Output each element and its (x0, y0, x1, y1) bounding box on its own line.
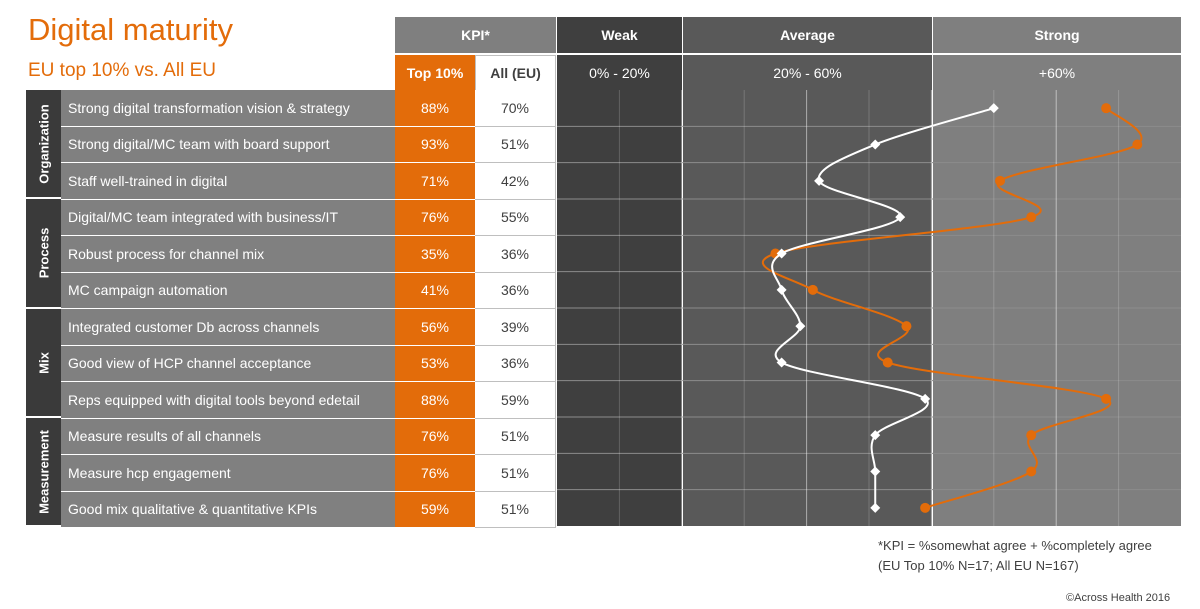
top10-value: 88% (395, 382, 475, 419)
top10-value: 53% (395, 345, 475, 382)
row-label: Robust process for channel mix (61, 236, 395, 273)
top10-value: 76% (395, 199, 475, 236)
group-label: Process (36, 227, 51, 279)
group-label: Organization (36, 103, 51, 184)
top10-value: 88% (395, 90, 475, 127)
data-point (807, 284, 818, 295)
top10-header: Top 10% (395, 55, 475, 91)
data-point (920, 393, 931, 404)
all-eu-value: 42% (475, 163, 556, 200)
maturity-chart (557, 90, 1181, 526)
row-label: Digital/MC team integrated with business… (61, 199, 395, 236)
data-point (870, 502, 881, 513)
data-point (995, 175, 1006, 186)
grid (557, 90, 1181, 526)
footnote-sample: (EU Top 10% N=17; All EU N=167) (878, 558, 1079, 573)
top10-value: 71% (395, 163, 475, 200)
row-label: Measure results of all channels (61, 418, 395, 455)
row-label: Staff well-trained in digital (61, 163, 395, 200)
average-range: 20% - 60% (683, 55, 932, 91)
group-organization: Organization (26, 90, 61, 199)
data-point (1026, 212, 1037, 223)
data-point (870, 139, 881, 150)
top10-value: 41% (395, 272, 475, 309)
all-eu-value: 59% (475, 382, 556, 419)
data-point (776, 248, 787, 259)
row-label: MC campaign automation (61, 272, 395, 309)
data-point (1026, 430, 1037, 441)
page-subtitle: EU top 10% vs. All EU (28, 60, 216, 81)
all-eu-value: 51% (475, 418, 556, 455)
top10-value: 76% (395, 418, 475, 455)
all-eu-value: 51% (475, 491, 556, 528)
all-eu-value: 51% (475, 126, 556, 163)
series-layer (761, 103, 1143, 513)
data-point (814, 175, 825, 186)
group-label: Measurement (36, 429, 51, 514)
data-point (901, 321, 912, 332)
row-label: Strong digital transformation vision & s… (61, 90, 395, 127)
all-eu-value: 36% (475, 236, 556, 273)
top10-value: 35% (395, 236, 475, 273)
footnote-kpi: *KPI = %somewhat agree + %completely agr… (878, 538, 1152, 553)
data-point (988, 103, 999, 114)
data-point (1026, 466, 1037, 477)
series-line (771, 107, 995, 508)
strong-range: +60% (933, 55, 1181, 91)
group-measurement: Measurement (26, 418, 61, 527)
top10-value: 56% (395, 309, 475, 346)
group-process: Process (26, 199, 61, 309)
all-eu-value: 51% (475, 455, 556, 492)
copyright: ©Across Health 2016 (1066, 592, 1171, 604)
all-eu-header: All (EU) (475, 55, 556, 91)
row-label: Integrated customer Db across channels (61, 309, 395, 346)
all-eu-value: 55% (475, 199, 556, 236)
kpi-header: KPI* (395, 17, 556, 53)
strong-header: Strong (933, 17, 1181, 53)
all-eu-value: 70% (475, 90, 556, 127)
row-label: Good view of HCP channel acceptance (61, 345, 395, 382)
data-point (1132, 139, 1143, 150)
group-label: Mix (36, 351, 51, 374)
data-point (776, 284, 787, 295)
row-label: Good mix qualitative & quantitative KPIs (61, 491, 395, 528)
data-point (795, 321, 806, 332)
data-point (870, 466, 881, 477)
page-title: Digital maturity (28, 12, 233, 47)
data-point (776, 357, 787, 368)
top10-value: 59% (395, 491, 475, 528)
all-eu-value: 39% (475, 309, 556, 346)
row-label: Measure hcp engagement (61, 455, 395, 492)
all-eu-value: 36% (475, 272, 556, 309)
data-point (870, 430, 881, 441)
data-point (882, 357, 893, 368)
row-label: Reps equipped with digital tools beyond … (61, 382, 395, 419)
group-mix: Mix (26, 309, 61, 418)
data-point (1101, 103, 1112, 114)
all-eu-value: 36% (475, 345, 556, 382)
top10-value: 93% (395, 126, 475, 163)
weak-range: 0% - 20% (557, 55, 682, 91)
data-point (895, 212, 906, 223)
row-label: Strong digital/MC team with board suppor… (61, 126, 395, 163)
average-header: Average (683, 17, 932, 53)
data-point (920, 502, 931, 513)
data-point (1101, 393, 1112, 404)
top10-value: 76% (395, 455, 475, 492)
weak-header: Weak (557, 17, 682, 53)
